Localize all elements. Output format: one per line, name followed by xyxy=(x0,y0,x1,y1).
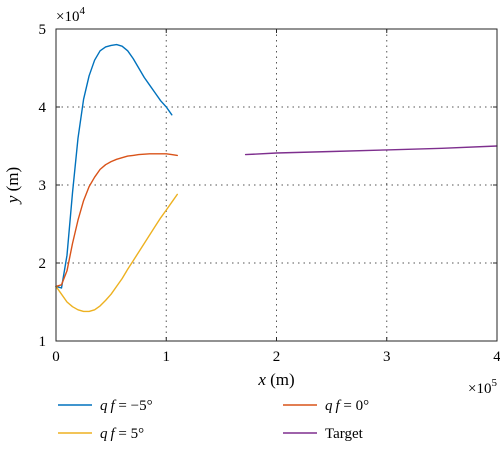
legend-entry-label: q f = −5° xyxy=(100,398,153,414)
y-tick-label: 5 xyxy=(39,22,47,38)
series-lines xyxy=(55,43,498,313)
x-axis-multiplier: ×105 xyxy=(468,377,497,397)
x-tick-label: 0 xyxy=(52,349,60,365)
legend: q f = −5° q f = 0° q f = 5° Target xyxy=(58,398,369,442)
y-tick-label: 2 xyxy=(39,256,47,272)
x-tick-label: 2 xyxy=(273,349,281,365)
x-tick-label: 1 xyxy=(163,349,171,365)
legend-entry-label: q f = 0° xyxy=(325,398,369,414)
legend-entry-label: q f = 5° xyxy=(100,426,144,442)
series-line-qf-5 xyxy=(55,193,179,313)
series-line-qf-5 xyxy=(55,43,173,289)
series-line-target xyxy=(244,145,498,156)
series-line-qf-0 xyxy=(55,153,179,288)
y-tick-label: 4 xyxy=(39,100,47,116)
y-axis-label: y (m) xyxy=(3,167,22,205)
x-axis-label: x (m) xyxy=(257,370,294,389)
y-axis-multiplier: ×104 xyxy=(56,5,85,25)
legend-entry-label: Target xyxy=(325,426,364,442)
grid-lines xyxy=(56,29,497,341)
y-tick-label: 1 xyxy=(39,334,47,350)
y-tick-label: 3 xyxy=(39,178,47,194)
x-tick-label: 3 xyxy=(383,349,391,365)
x-tick-label: 4 xyxy=(493,349,500,365)
